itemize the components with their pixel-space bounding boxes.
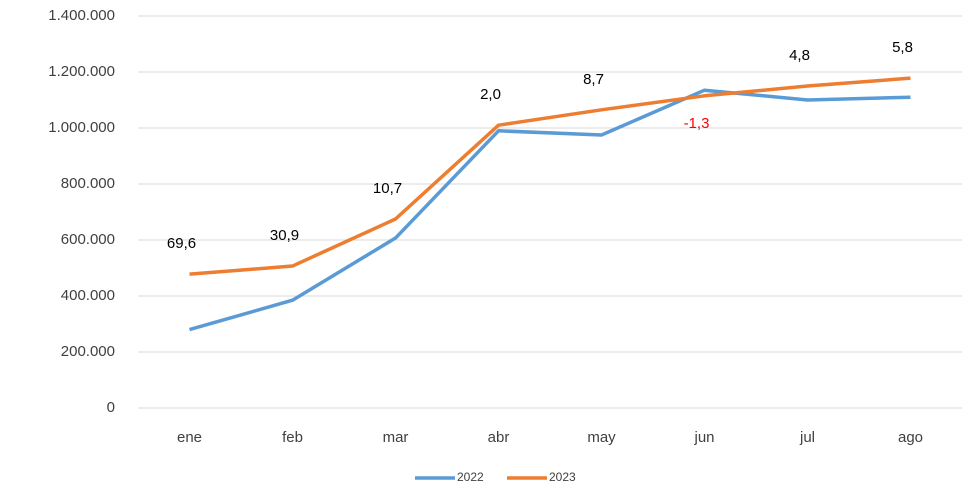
y-tick-label: 200.000 <box>61 343 115 360</box>
y-tick-label: 800.000 <box>61 175 115 192</box>
x-tick-label: jun <box>693 429 714 446</box>
annotation: 2,0 <box>480 86 501 103</box>
legend-label: 2023 <box>549 470 576 484</box>
x-tick-label: ene <box>177 429 202 446</box>
y-tick-label: 0 <box>107 399 115 416</box>
x-tick-label: ago <box>898 429 923 446</box>
annotation: 5,8 <box>892 39 913 56</box>
x-tick-label: abr <box>488 429 510 446</box>
series-line <box>189 88 911 332</box>
legend-label: 2022 <box>457 470 484 484</box>
annotation: 69,6 <box>167 235 196 252</box>
y-tick-label: 1.400.000 <box>48 7 115 24</box>
series-line <box>189 76 911 276</box>
annotation: 30,9 <box>270 227 299 244</box>
y-tick-label: 1.200.000 <box>48 63 115 80</box>
y-tick-label: 1.000.000 <box>48 119 115 136</box>
x-tick-label: jul <box>799 429 815 446</box>
y-tick-label: 600.000 <box>61 231 115 248</box>
x-tick-label: mar <box>383 429 409 446</box>
annotation: 4,8 <box>789 47 810 64</box>
annotation: -1,3 <box>684 115 710 132</box>
y-tick-label: 400.000 <box>61 287 115 304</box>
annotation: 10,7 <box>373 180 402 197</box>
x-tick-label: may <box>587 429 616 446</box>
annotation: 8,7 <box>583 71 604 88</box>
x-tick-label: feb <box>282 429 303 446</box>
